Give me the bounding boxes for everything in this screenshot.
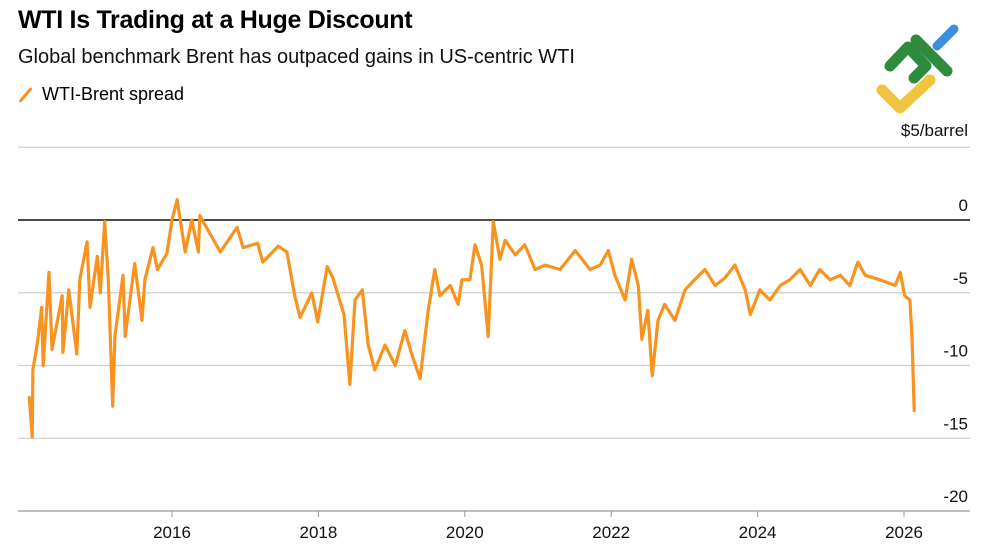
y-tick-label: -5 xyxy=(953,269,968,288)
x-tick-label: 2016 xyxy=(153,523,191,542)
chart-title: WTI Is Trading at a Huge Discount xyxy=(18,6,413,34)
unit-label: $5/barrel xyxy=(901,121,968,140)
legend: WTI-Brent spread xyxy=(18,84,184,105)
x-tick-label: 2020 xyxy=(446,523,484,542)
x-tick-label: 2024 xyxy=(739,523,777,542)
y-tick-label: -20 xyxy=(943,487,968,506)
x-tick-label: 2018 xyxy=(299,523,337,542)
y-tick-label: 0 xyxy=(959,196,968,215)
brand-logo xyxy=(876,24,959,114)
y-tick-label: -15 xyxy=(943,414,968,433)
x-tick-label: 2026 xyxy=(885,523,923,542)
x-tick-label: 2022 xyxy=(592,523,630,542)
series-line-wti-brent-spread xyxy=(27,198,916,439)
chart-subtitle: Global benchmark Brent has outpaced gain… xyxy=(18,46,575,68)
y-tick-label: -10 xyxy=(943,342,968,361)
legend-label: WTI-Brent spread xyxy=(42,84,185,104)
